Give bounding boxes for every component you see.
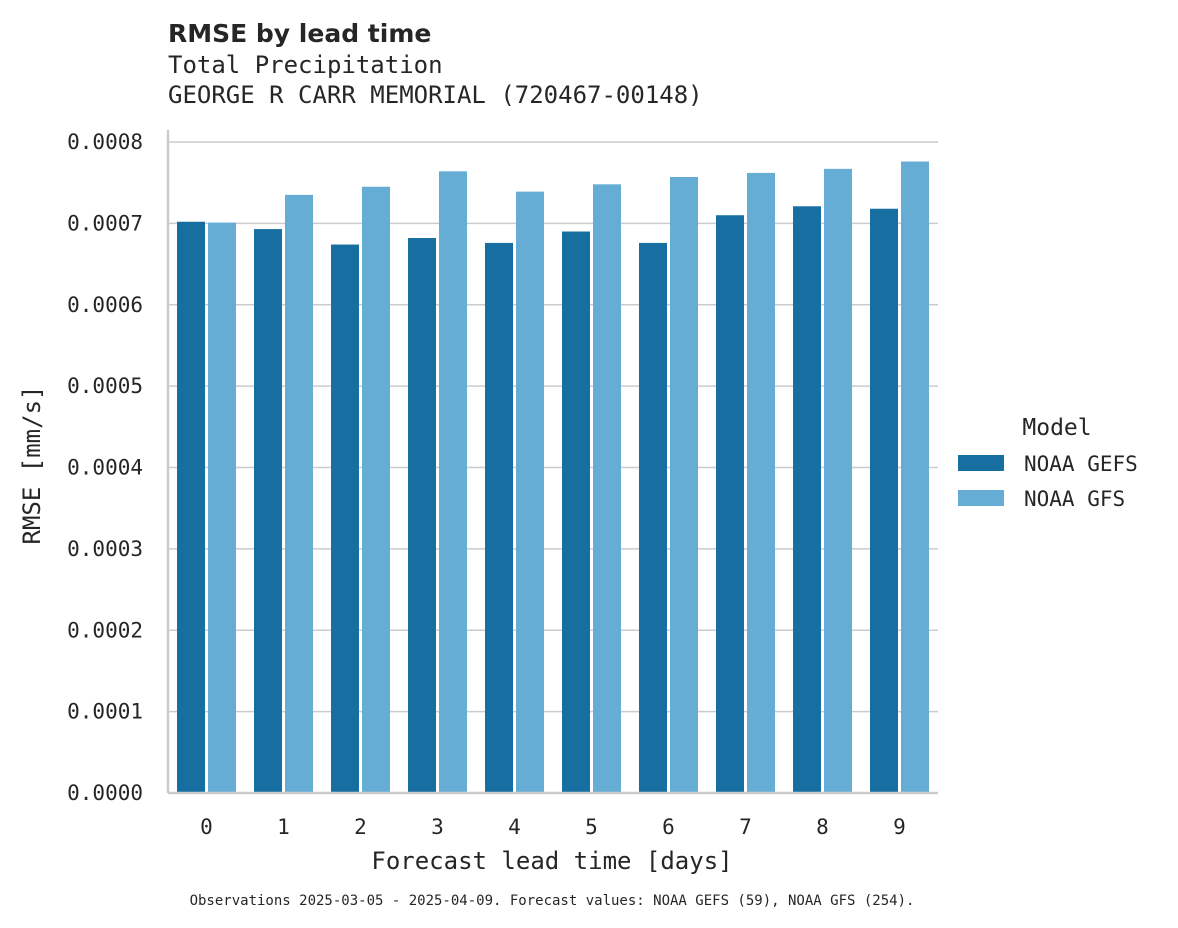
bar-noaa-gefs-lead-2 [331,244,359,794]
x-tick-label: 7 [739,815,752,839]
bar-noaa-gfs-lead-4 [516,191,544,794]
bar-noaa-gefs-lead-6 [639,242,667,793]
bar-noaa-gefs-lead-1 [254,229,282,794]
footnote: Observations 2025-03-05 - 2025-04-09. Fo… [190,893,915,909]
bar-noaa-gefs-lead-8 [793,206,821,793]
bar-noaa-gefs-lead-4 [485,242,513,793]
x-tick-label: 1 [277,815,290,839]
y-tick-label: 0.0000 [67,781,143,805]
bars [177,161,929,794]
y-tick-label: 0.0003 [67,537,143,561]
bar-noaa-gfs-lead-3 [439,171,467,794]
x-tick-label: 5 [585,815,598,839]
x-tick-label: 2 [354,815,367,839]
x-tick-label: 8 [816,815,829,839]
x-tick-label: 0 [200,815,213,839]
x-tick-labels: 0 1 2 3 4 5 6 7 8 9 [200,815,906,839]
legend-label-noaa-gfs: NOAA GFS [1024,487,1125,511]
bar-noaa-gfs-lead-2 [362,186,390,794]
bar-noaa-gefs-lead-5 [562,231,590,793]
bar-noaa-gefs-lead-7 [716,215,744,794]
legend-label-noaa-gefs: NOAA GEFS [1024,452,1138,476]
x-axis-label: Forecast lead time [days] [371,847,732,875]
legend: Model NOAA GEFS NOAA GFS [958,415,1138,511]
y-tick-label: 0.0004 [67,456,143,480]
y-tick-label: 0.0001 [67,700,143,724]
y-gridlines [168,141,938,713]
bar-noaa-gfs-lead-9 [901,161,929,793]
chart-subtitle-variable: Total Precipitation [168,51,443,79]
bar-noaa-gfs-lead-8 [824,168,852,793]
bar-noaa-gefs-lead-0 [177,221,205,793]
chart-subtitle-station: GEORGE R CARR MEMORIAL (720467-00148) [168,81,703,109]
bar-noaa-gfs-lead-0 [208,222,236,793]
chart-title: RMSE by lead time [168,19,431,48]
legend-title: Model [1022,415,1091,441]
x-tick-label: 3 [431,815,444,839]
legend-swatch-noaa-gefs [958,455,1004,471]
bar-noaa-gfs-lead-7 [747,172,775,794]
y-axis-label: RMSE [mm/s] [18,386,46,545]
bar-noaa-gefs-lead-3 [408,238,436,793]
axis-spines [166,130,938,795]
x-tick-label: 6 [662,815,675,839]
bar-noaa-gefs-lead-9 [870,208,898,794]
bar-noaa-gfs-lead-5 [593,184,621,793]
y-tick-label: 0.0002 [67,618,143,642]
bar-noaa-gfs-lead-6 [670,176,698,793]
y-tick-labels: 0.0000 0.0001 0.0002 0.0003 0.0004 0.0005 0.00… [67,130,143,805]
y-tick-label: 0.0006 [67,293,143,317]
y-tick-label: 0.0008 [67,130,143,154]
y-tick-label: 0.0005 [67,374,143,398]
bar-noaa-gfs-lead-1 [285,194,313,794]
y-tick-label: 0.0007 [67,211,143,235]
x-tick-label: 9 [893,815,906,839]
x-tick-label: 4 [508,815,521,839]
legend-swatch-noaa-gfs [958,490,1004,506]
